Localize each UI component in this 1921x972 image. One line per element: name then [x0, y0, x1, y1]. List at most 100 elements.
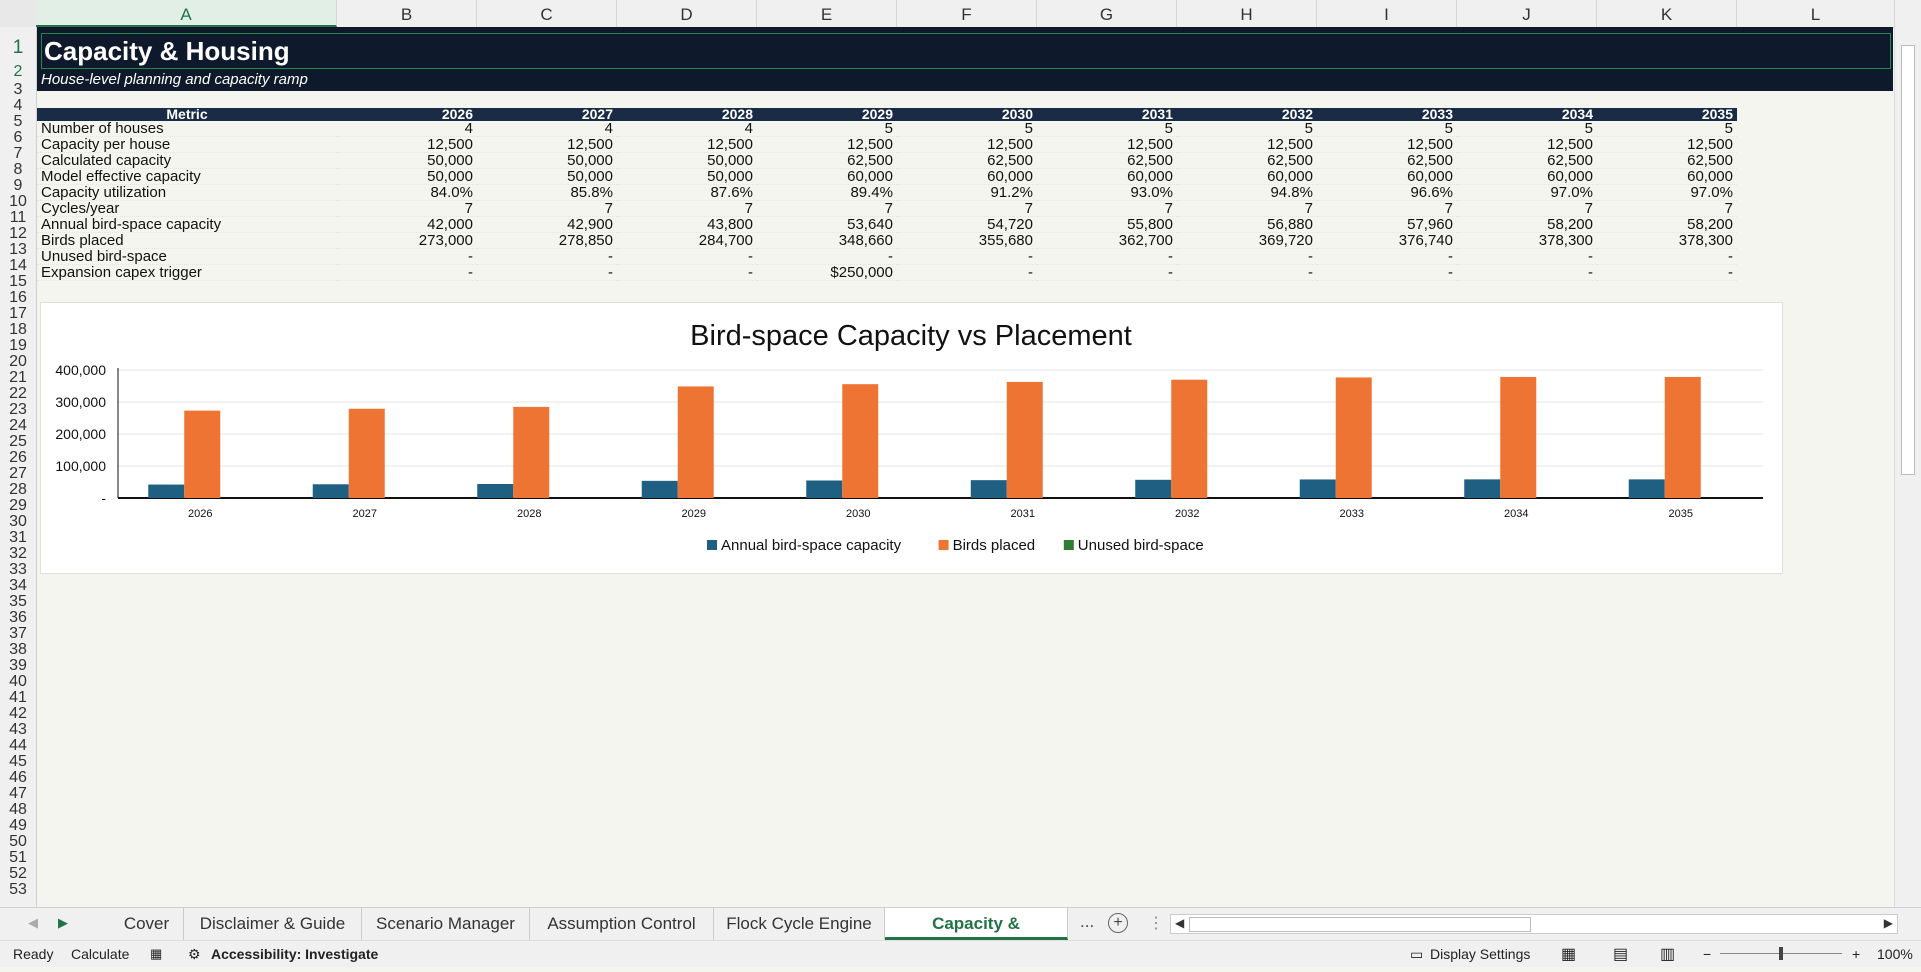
metric-value[interactable]: 53,640 — [757, 216, 897, 233]
row-header-16[interactable]: 16 — [9, 289, 27, 306]
metric-value[interactable]: - — [1317, 264, 1457, 281]
metric-value[interactable]: 97.0% — [1457, 184, 1597, 201]
sheet-title[interactable]: Capacity & Housing — [41, 33, 1891, 69]
metric-value[interactable]: 273,000 — [337, 232, 477, 249]
row-header-51[interactable]: 51 — [9, 849, 27, 866]
metric-value[interactable]: 12,500 — [1177, 136, 1317, 153]
row-header-26[interactable]: 26 — [9, 449, 27, 466]
metric-value[interactable]: 96.6% — [1317, 184, 1457, 201]
metric-value[interactable]: 12,500 — [337, 136, 477, 153]
more-tabs-button[interactable]: ... — [1080, 912, 1095, 931]
sheet-tab-cover[interactable]: Cover — [110, 908, 184, 940]
metric-value[interactable]: 60,000 — [1597, 168, 1737, 185]
metric-value[interactable]: - — [1177, 264, 1317, 281]
metric-value[interactable]: 362,700 — [1037, 232, 1177, 249]
metric-value[interactable]: 348,660 — [757, 232, 897, 249]
row-header-20[interactable]: 20 — [9, 353, 27, 370]
row-header-30[interactable]: 30 — [9, 513, 27, 530]
row-header-9[interactable]: 9 — [13, 177, 23, 194]
metric-value[interactable]: - — [1597, 264, 1737, 281]
metric-value[interactable]: 62,500 — [1177, 152, 1317, 169]
metric-value[interactable]: 376,740 — [1317, 232, 1457, 249]
metric-value[interactable]: 43,800 — [617, 216, 757, 233]
worksheet-grid[interactable]: Capacity & Housing House-level planning … — [37, 27, 1893, 907]
metric-value[interactable]: 12,500 — [1317, 136, 1457, 153]
row-header-25[interactable]: 25 — [9, 433, 27, 450]
sheet-stats-icon[interactable]: ▦ — [150, 946, 163, 961]
metric-value[interactable]: 378,300 — [1597, 232, 1737, 249]
row-header-12[interactable]: 12 — [9, 225, 27, 242]
metric-value[interactable]: 60,000 — [897, 168, 1037, 185]
metric-value[interactable]: 50,000 — [337, 168, 477, 185]
column-header-a[interactable]: A — [36, 0, 337, 27]
row-header-15[interactable]: 15 — [9, 273, 27, 290]
row-header-7[interactable]: 7 — [13, 145, 23, 162]
next-sheet-icon[interactable]: ▶ — [58, 915, 68, 930]
metric-label[interactable]: Number of houses — [37, 121, 337, 137]
metric-value[interactable]: 7 — [477, 200, 617, 217]
metric-value[interactable]: 5 — [1177, 121, 1317, 137]
metric-value[interactable]: 42,900 — [477, 216, 617, 233]
accessibility-button[interactable]: Accessibility: Investigate — [211, 946, 379, 962]
metric-value[interactable]: 50,000 — [617, 168, 757, 185]
metric-value[interactable]: 60,000 — [1457, 168, 1597, 185]
metric-value[interactable]: 7 — [1317, 200, 1457, 217]
metric-value[interactable]: 62,500 — [757, 152, 897, 169]
metric-value[interactable]: - — [1037, 248, 1177, 265]
metric-value[interactable]: - — [1177, 248, 1317, 265]
metric-value[interactable]: 58,200 — [1597, 216, 1737, 233]
metric-value[interactable]: 7 — [1037, 200, 1177, 217]
metric-value[interactable]: 54,720 — [897, 216, 1037, 233]
column-header-l[interactable]: L — [1737, 0, 1895, 27]
zoom-in-icon[interactable]: + — [1852, 946, 1861, 962]
metric-value[interactable]: 97.0% — [1597, 184, 1737, 201]
sheet-tab-capacity-housing[interactable]: Capacity & Housing — [885, 908, 1068, 965]
row-header-11[interactable]: 11 — [9, 209, 27, 226]
column-header-g[interactable]: G — [1037, 0, 1177, 27]
column-header-d[interactable]: D — [617, 0, 757, 27]
metric-value[interactable]: 60,000 — [1177, 168, 1317, 185]
metric-value[interactable]: 12,500 — [1037, 136, 1177, 153]
column-header-c[interactable]: C — [477, 0, 617, 27]
metric-value[interactable]: 5 — [1457, 121, 1597, 137]
metric-value[interactable]: 62,500 — [1037, 152, 1177, 169]
metric-value[interactable]: 85.8% — [477, 184, 617, 201]
sheet-tab-disclaimer-guide[interactable]: Disclaimer & Guide — [184, 908, 362, 940]
row-header-43[interactable]: 43 — [9, 721, 27, 738]
metric-value[interactable]: 50,000 — [617, 152, 757, 169]
row-header-22[interactable]: 22 — [9, 385, 27, 402]
column-header-i[interactable]: I — [1317, 0, 1457, 27]
row-header-24[interactable]: 24 — [9, 417, 27, 434]
metric-value[interactable]: - — [337, 248, 477, 265]
row-header-41[interactable]: 41 — [9, 689, 27, 706]
metric-value[interactable]: 4 — [617, 121, 757, 137]
metric-value[interactable]: 58,200 — [1457, 216, 1597, 233]
metric-value[interactable]: 50,000 — [477, 152, 617, 169]
metric-label[interactable]: Unused bird-space — [37, 248, 337, 265]
metric-value[interactable]: - — [477, 264, 617, 281]
metric-value[interactable]: 56,880 — [1177, 216, 1317, 233]
metric-value[interactable]: 12,500 — [897, 136, 1037, 153]
metric-label[interactable]: Capacity utilization — [37, 184, 337, 201]
metric-value[interactable]: 62,500 — [1457, 152, 1597, 169]
metric-value[interactable]: 378,300 — [1457, 232, 1597, 249]
add-sheet-icon[interactable]: + — [1108, 913, 1128, 933]
metric-value[interactable]: 12,500 — [757, 136, 897, 153]
calculate-button[interactable]: Calculate — [71, 946, 130, 962]
metric-value[interactable]: 7 — [1457, 200, 1597, 217]
column-header-b[interactable]: B — [337, 0, 477, 27]
metric-value[interactable]: 60,000 — [1317, 168, 1457, 185]
metric-value[interactable]: 5 — [1317, 121, 1457, 137]
metric-value[interactable]: - — [897, 264, 1037, 281]
metric-value[interactable]: 84.0% — [337, 184, 477, 201]
prev-sheet-icon[interactable]: ◀ — [28, 915, 38, 930]
metric-value[interactable]: 62,500 — [897, 152, 1037, 169]
row-header-38[interactable]: 38 — [9, 641, 27, 658]
metric-label[interactable]: Annual bird-space capacity — [37, 216, 337, 233]
metric-label[interactable]: Birds placed — [37, 232, 337, 249]
column-header-j[interactable]: J — [1457, 0, 1597, 27]
row-header-19[interactable]: 19 — [9, 337, 27, 354]
metric-value[interactable]: 7 — [1597, 200, 1737, 217]
row-header-53[interactable]: 53 — [9, 881, 27, 898]
metric-value[interactable]: 62,500 — [1597, 152, 1737, 169]
